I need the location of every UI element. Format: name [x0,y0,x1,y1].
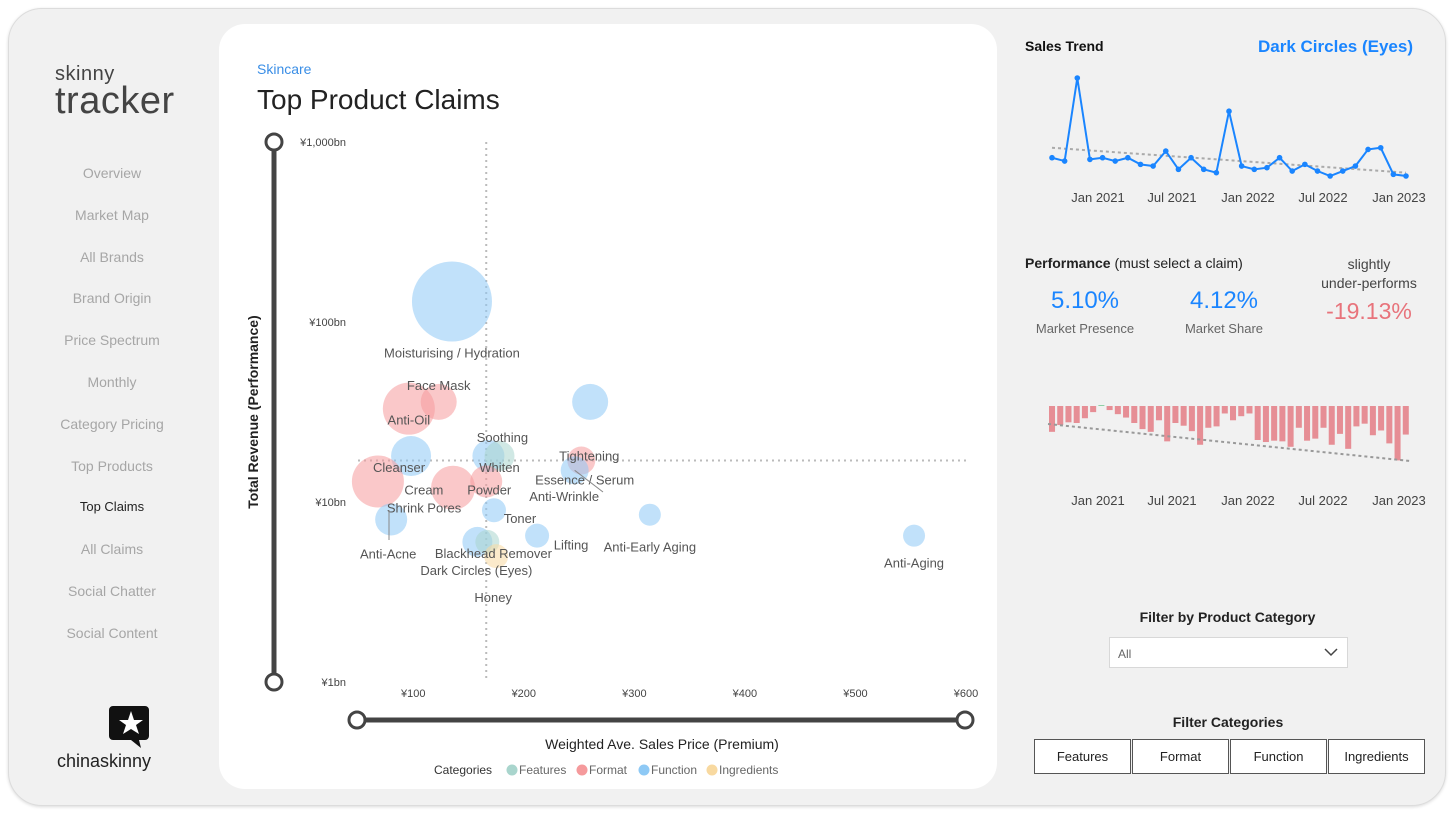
sidebar-item-monthly[interactable]: Monthly [87,373,137,390]
dropdown-value: All [1118,647,1132,661]
product-category-dropdown[interactable]: All [1109,637,1348,668]
kpi-market-presence: 5.10% Market Presence [1030,287,1140,336]
filter-function-button[interactable]: Function [1230,739,1327,774]
logo-line2: tracker [55,80,175,122]
market-share-label: Market Share [1184,321,1264,336]
kpi-market-share: 4.12% Market Share [1169,287,1279,336]
filter-features-button[interactable]: Features [1034,739,1131,774]
verdict-line2: under-performs [1321,275,1417,291]
sidebar-item-overview[interactable]: Overview [82,165,142,181]
chevron-down-icon [1324,648,1338,657]
sidebar-item-top-products[interactable]: Top Products [71,457,153,474]
performance-label: Performance [1025,255,1111,271]
verdict-value: -19.13% [1326,298,1412,324]
performance-verdict: slightly under-performs [1310,255,1428,293]
chinaskinny-logo[interactable]: chinaskinny [57,704,172,772]
main-card [219,24,997,789]
verdict-line1: slightly [1347,256,1391,272]
market-share-value: 4.12% [1189,287,1259,314]
sidebar-item-brand-origin[interactable]: Brand Origin [72,290,152,307]
sidebar-item-social-content[interactable]: Social Content [66,624,158,641]
filter-format-button[interactable]: Format [1132,739,1229,774]
star-speech-icon [109,706,149,748]
performance-hint: (must select a claim) [1114,255,1243,271]
filter-categories-title: Filter Categories [1172,714,1284,730]
sidebar-item-social-chatter[interactable]: Social Chatter [68,582,156,599]
sidebar-item-all-brands[interactable]: All Brands [80,248,144,265]
sidebar-item-price-spectrum[interactable]: Price Spectrum [64,332,160,349]
sidebar-item-market-map[interactable]: Market Map [75,206,149,223]
logo-line1: skinny [55,63,115,85]
sidebar-item-top-claims[interactable]: Top Claims [79,499,145,515]
selected-claim: Dark Circles (Eyes) [1258,37,1413,56]
market-presence-value: 5.10% [1050,287,1120,314]
performance-heading: Performance (must select a claim) [1025,255,1243,271]
breadcrumb[interactable]: Skincare [257,61,312,77]
sidebar-item-category-pricing[interactable]: Category Pricing [60,415,164,432]
sidebar-item-all-claims[interactable]: All Claims [80,541,144,558]
chinaskinny-wordmark: chinaskinny [56,751,152,771]
filter-category-title: Filter by Product Category [1139,609,1316,625]
sidebar-nav: Overview Market Map All Brands Brand Origin… [22,162,202,664]
sales-trend-title: Sales Trend [1025,38,1104,54]
filter-ingredients-button[interactable]: Ingredients [1328,739,1425,774]
market-presence-label: Market Presence [1035,321,1135,336]
skinny-tracker-logo[interactable]: skinny tracker [55,63,175,122]
page-title: Top Product Claims [257,84,500,115]
